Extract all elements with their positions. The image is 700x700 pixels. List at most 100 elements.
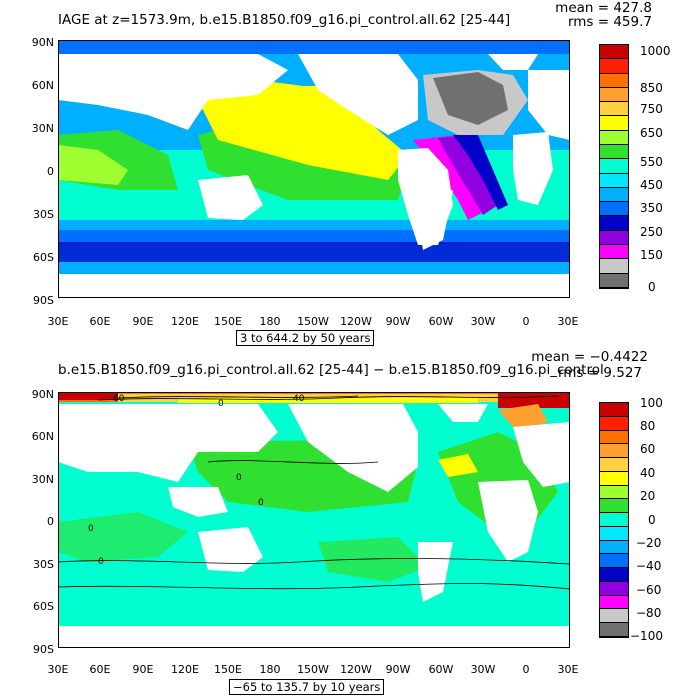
colorbar-cell (600, 416, 628, 431)
panel2-colorbar-label: −100 (630, 629, 663, 643)
colorbar-cell (600, 130, 628, 145)
panel2-contour (58, 583, 570, 590)
panel1-colorbar-label: 350 (640, 201, 663, 215)
panel2-south-america (418, 542, 453, 602)
panel2-green-south (58, 512, 188, 562)
panel1-lat-label: 90N (31, 36, 54, 49)
panel2-australia (198, 527, 263, 572)
panel2-lon-label: 30E (47, 663, 69, 676)
panel1-south-america-land (418, 190, 453, 250)
panel2-contour-label: 60 (113, 394, 125, 404)
colorbar-cell (600, 159, 628, 174)
panel1-colorbar (599, 44, 629, 289)
colorbar-cell (600, 202, 628, 217)
panel2-contour-label: 0 (98, 557, 104, 567)
panel1-lon-label: 120E (171, 315, 199, 328)
panel1-lat-label: 90S (33, 294, 54, 307)
panel1-lon-label: 30W (470, 315, 496, 328)
panel1-colorbar-label: 550 (640, 155, 663, 169)
colorbar-cell (600, 87, 628, 103)
panel2-colorbar-label: −40 (636, 559, 662, 573)
panel1-mean: mean = 427.8 (555, 0, 652, 16)
panel1-lon-label: 30E (557, 315, 579, 328)
colorbar-cell (600, 230, 628, 245)
panel2-frame (58, 392, 570, 648)
panel1-lon-label: 90E (132, 315, 154, 328)
panel1-north-america (298, 54, 418, 135)
panel1-lon-label: 30E (47, 315, 69, 328)
panel1-southern-band3 (58, 242, 570, 262)
panel1-lon-label: 150E (214, 315, 242, 328)
panel2-contour (58, 558, 570, 565)
colorbar-cell (600, 458, 628, 472)
panel2-contour (117, 395, 359, 399)
panel2-lon-label: 90W (385, 663, 411, 676)
colorbar-cell (600, 102, 628, 117)
colorbar-cell (600, 244, 628, 260)
panel2-arctic-yellow (178, 398, 478, 403)
panel2-contour (97, 395, 559, 401)
colorbar-cell (600, 259, 628, 274)
colorbar-cell (600, 216, 628, 231)
panel1-colorbar-label: 750 (640, 102, 663, 116)
panel2-africa (478, 480, 538, 562)
panel2-contour-label: 0 (88, 524, 94, 534)
panel2-lat-label: 90S (33, 643, 54, 656)
panel1-lon-label: 120W (340, 315, 372, 328)
panel1-map (58, 40, 570, 298)
panel2-contour-label: 40 (293, 394, 305, 404)
colorbar-cell (600, 116, 628, 131)
panel2-lat-label: 30N (31, 473, 54, 486)
panel1-colorbar-label: 850 (640, 81, 663, 95)
panel2-lon-label: 90E (132, 663, 154, 676)
panel2-arctic-darkred (58, 392, 118, 400)
panel2-colorbar-label: 100 (640, 396, 663, 410)
panel1-range-box: 3 to 644.2 by 50 years (236, 330, 375, 346)
panel2-lat-label: 30S (33, 558, 54, 571)
colorbar-cell (600, 540, 628, 555)
colorbar-cell (600, 595, 628, 610)
panel1-indian-lime (58, 145, 128, 185)
panel2-asia (58, 404, 278, 482)
panel2-lon-label: 60W (428, 663, 454, 676)
panel2-colorbar-label: −20 (636, 536, 662, 550)
colorbar-cell (600, 471, 628, 486)
panel1-lat-label: 60N (31, 79, 54, 92)
panel2-colorbar (599, 402, 629, 638)
panel1-atlantic-navy (453, 135, 508, 210)
panel2-lon-label: 180 (259, 663, 281, 676)
panel1-colorbar-label: 250 (640, 225, 663, 239)
panel2-lon-label: 150W (297, 663, 329, 676)
colorbar-cell (600, 144, 628, 160)
panel2-green-south2 (318, 537, 428, 582)
panel2-europe (513, 422, 570, 487)
panel1-antarctic-land (58, 274, 570, 298)
panel1-lon-label: 150W (297, 315, 329, 328)
panel2-colorbar-label: 80 (640, 419, 656, 433)
panel1-lat-label: 60S (33, 251, 54, 264)
panel2-lon-label: 0 (522, 663, 530, 676)
panel1-lat-label: 30N (31, 122, 54, 135)
panel1-lon-label: 0 (522, 315, 530, 328)
panel2-title: b.e15.B1850.f09_g16.pi_control.all.62 [2… (58, 362, 604, 378)
panel2-colorbar-label: −80 (636, 606, 662, 620)
panel2-north-america (288, 404, 418, 492)
panel2-lon-label: 120E (171, 663, 199, 676)
panel2-colorbar-label: 40 (640, 466, 656, 480)
panel1-frame (58, 40, 570, 298)
panel1-colorbar-label: 150 (640, 248, 663, 262)
colorbar-cell (600, 581, 628, 596)
panel2-mean: mean = −0.4422 (531, 349, 648, 365)
panel2-colorbar-label: 60 (640, 442, 656, 456)
panel1-lon-label: 90W (385, 315, 411, 328)
panel2-colorbar-label: −60 (636, 583, 662, 597)
panel2-lon-label: 30W (470, 663, 496, 676)
panel1-rms: rms = 459.7 (567, 14, 652, 30)
panel1-colorbar-label: 450 (640, 178, 663, 192)
panel1-colorbar-label: 0 (648, 280, 656, 294)
colorbar-cell (600, 403, 628, 417)
panel2-contour-label: 0 (258, 498, 264, 508)
colorbar-cell (600, 444, 628, 458)
panel2-lon-label: 150E (214, 663, 242, 676)
colorbar-cell (600, 623, 628, 637)
